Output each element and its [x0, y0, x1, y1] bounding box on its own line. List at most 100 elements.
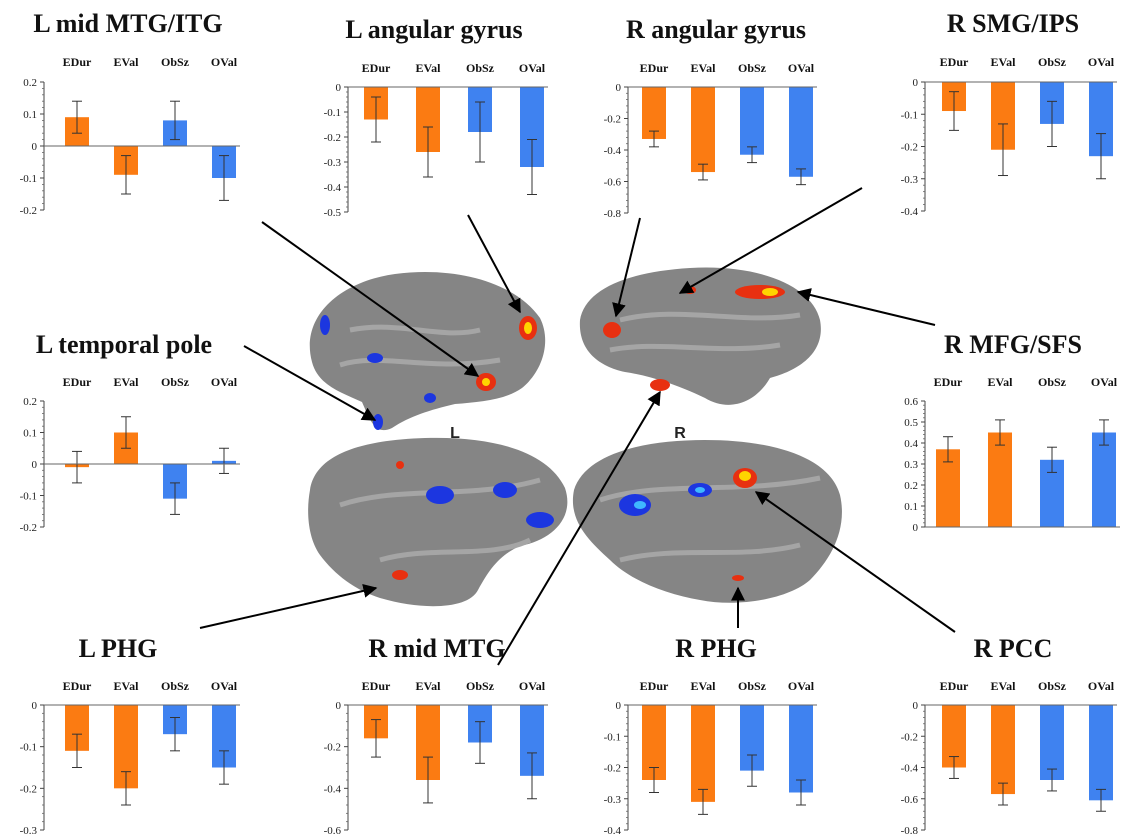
- chart-r-pcc: R PCC 0 -0.2 -0.4 -0.6 -0.8 EDur EVal ObSz OVal: [901, 634, 1117, 837]
- left-lateral-hemisphere: [309, 271, 546, 431]
- chart-title: L PHG: [79, 634, 158, 663]
- y-tick-label: -0.3: [604, 794, 622, 806]
- arrow-l-temporal-pole: [243, 345, 377, 421]
- y-tick-label: 0.6: [904, 396, 918, 408]
- category-label-eval: EVal: [114, 679, 140, 693]
- chart-r-angular-gyrus: R angular gyrus 0 -0.2 -0.4 -0.6 -0.8 EDur EVal…: [604, 15, 817, 220]
- category-label-eval: EVal: [691, 679, 717, 693]
- y-tick-label: -0.4: [901, 763, 919, 775]
- y-tick-label: 0: [336, 82, 342, 94]
- y-tick-label: -0.6: [604, 177, 622, 189]
- category-label-obsz: ObSz: [161, 55, 190, 69]
- y-tick-label: 0.2: [23, 396, 37, 408]
- y-tick-label: 0: [913, 77, 919, 89]
- category-label-obsz: ObSz: [161, 375, 190, 389]
- bar-obsz: [740, 87, 764, 155]
- y-tick-label: -0.2: [324, 132, 341, 144]
- y-tick-label: 0.4: [904, 438, 918, 450]
- bar-oval: [789, 705, 813, 793]
- y-tick-label: -0.3: [324, 157, 342, 169]
- chart-title: R PHG: [675, 634, 757, 663]
- y-tick-label: -0.2: [901, 142, 918, 154]
- y-tick-label: -0.2: [20, 205, 37, 217]
- chart-l-temporal-pole: L temporal pole 0.2 0.1 0 -0.1 -0.2 EDur EVal Ob…: [20, 330, 240, 534]
- chart-title: R PCC: [974, 634, 1053, 663]
- y-tick-label: -0.2: [324, 742, 341, 754]
- y-tick-label: 0: [913, 700, 919, 712]
- bar-eval: [988, 432, 1012, 527]
- y-tick-label: -0.2: [20, 783, 37, 795]
- y-tick-label: -0.4: [324, 783, 342, 795]
- y-tick-label: 0.2: [904, 480, 918, 492]
- y-tick-label: -0.4: [324, 182, 342, 194]
- chart-l-phg: L PHG 0 -0.1 -0.2 -0.3 EDur EVal ObSz OVal: [20, 634, 240, 837]
- category-label-oval: OVal: [788, 679, 815, 693]
- y-tick-label: -0.6: [901, 794, 919, 806]
- y-tick-label: -0.2: [604, 114, 621, 126]
- arrow-r-mfg-sfs: [796, 288, 936, 326]
- category-label-edur: EDur: [362, 61, 391, 75]
- category-label-eval: EVal: [114, 55, 140, 69]
- y-tick-label: 0: [616, 82, 622, 94]
- y-tick-label: -0.5: [324, 207, 342, 219]
- category-label-oval: OVal: [211, 679, 238, 693]
- y-tick-label: -0.1: [20, 742, 37, 754]
- bar-eval: [691, 87, 715, 173]
- chart-r-phg: R PHG 0 -0.1 -0.2 -0.3 -0.4 EDur EVal ObSz OVal: [604, 634, 817, 837]
- y-tick-label: -0.3: [20, 825, 38, 837]
- category-label-edur: EDur: [640, 61, 669, 75]
- category-label-eval: EVal: [416, 679, 442, 693]
- y-tick-label: -0.4: [901, 206, 919, 218]
- chart-title: L mid MTG/ITG: [33, 9, 222, 38]
- category-label-eval: EVal: [991, 679, 1017, 693]
- category-label-edur: EDur: [940, 679, 969, 693]
- category-label-obsz: ObSz: [1038, 679, 1067, 693]
- y-tick-label: -0.2: [901, 731, 918, 743]
- y-tick-label: -0.1: [604, 731, 621, 743]
- category-label-oval: OVal: [211, 375, 238, 389]
- y-tick-label: 0.3: [904, 459, 918, 471]
- chart-l-angular-gyrus: L angular gyrus 0 -0.1 -0.2 -0.3 -0.4 -0.5 EDur…: [324, 15, 548, 219]
- category-label-obsz: ObSz: [738, 61, 767, 75]
- y-tick-label: 0: [336, 700, 342, 712]
- arrow-r-angular-gyrus: [612, 217, 641, 318]
- y-tick-label: -0.2: [604, 763, 621, 775]
- chart-title: R SMG/IPS: [947, 9, 1079, 38]
- category-label-edur: EDur: [940, 55, 969, 69]
- y-tick-label: 0: [32, 141, 38, 153]
- category-label-edur: EDur: [63, 375, 92, 389]
- y-tick-label: 0: [32, 459, 38, 471]
- bar-obsz: [1040, 705, 1064, 780]
- bar-oval: [1089, 705, 1113, 801]
- chart-r-mfg-sfs: R MFG/SFS 0.6 0.5 0.4 0.3 0.2 0.1 0 EDur EVal ObSz…: [904, 330, 1120, 534]
- category-label-oval: OVal: [1088, 55, 1115, 69]
- category-label-edur: EDur: [63, 55, 92, 69]
- category-label-obsz: ObSz: [1038, 375, 1067, 389]
- category-label-obsz: ObSz: [161, 679, 190, 693]
- y-tick-label: -0.6: [324, 825, 342, 837]
- y-tick-label: 0.2: [23, 77, 37, 89]
- y-tick-label: 0.1: [904, 501, 918, 513]
- arrows: [199, 187, 956, 666]
- category-label-oval: OVal: [1091, 375, 1118, 389]
- y-tick-label: -0.1: [20, 491, 37, 503]
- y-tick-label: 0: [616, 700, 622, 712]
- category-label-edur: EDur: [63, 679, 92, 693]
- y-tick-label: -0.8: [901, 825, 919, 837]
- y-tick-label: -0.2: [20, 522, 37, 534]
- bar-oval: [1092, 432, 1116, 527]
- y-tick-label: -0.4: [604, 825, 622, 837]
- y-tick-label: 0: [913, 522, 919, 534]
- category-label-oval: OVal: [211, 55, 238, 69]
- category-label-edur: EDur: [934, 375, 963, 389]
- chart-r-smg-ips: R SMG/IPS 0 -0.1 -0.2 -0.3 -0.4 EDur EVal ObSz OV…: [901, 9, 1117, 218]
- chart-title: L angular gyrus: [345, 15, 522, 44]
- category-label-obsz: ObSz: [738, 679, 767, 693]
- chart-r-mid-mtg: R mid MTG 0 -0.2 -0.4 -0.6 EDur EVal ObSz OVal: [324, 634, 548, 837]
- left-hemisphere-label: L: [450, 425, 460, 442]
- y-tick-label: 0.1: [23, 428, 37, 440]
- bar-eval: [691, 705, 715, 802]
- category-label-obsz: ObSz: [466, 679, 495, 693]
- y-tick-label: -0.1: [324, 107, 341, 119]
